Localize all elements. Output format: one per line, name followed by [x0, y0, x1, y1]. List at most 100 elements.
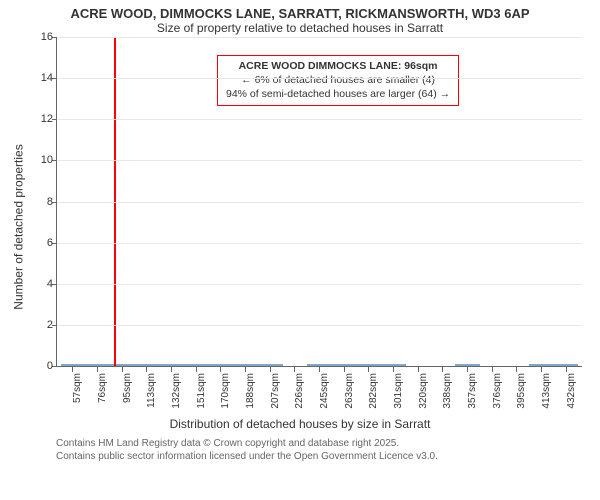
xtick-label: 395sqm — [516, 373, 527, 409]
histogram-bar — [381, 364, 406, 366]
xtick-mark — [541, 367, 542, 372]
histogram-bar — [184, 364, 209, 366]
xtick-mark — [442, 367, 443, 372]
bar-slot — [86, 364, 111, 366]
bar-slot — [455, 364, 480, 366]
histogram-bar — [233, 364, 258, 366]
xtick-mark — [492, 367, 493, 372]
xtick-label: 57sqm — [72, 373, 83, 403]
xtick-mark — [245, 367, 246, 372]
legend-line-larger: 94% of semi-detached houses are larger (… — [226, 87, 450, 101]
xtick-label: 413sqm — [541, 373, 552, 409]
xtick-label: 282sqm — [368, 373, 379, 409]
bar-slot — [258, 364, 283, 366]
bar-slot — [357, 364, 382, 366]
histogram-bar — [307, 364, 332, 366]
xtick-mark — [566, 367, 567, 372]
grid-line — [57, 243, 582, 244]
xtick-mark — [97, 367, 98, 372]
histogram-bar — [529, 364, 554, 366]
histogram-bar — [209, 364, 234, 366]
xtick-row: 57sqm 76sqm 95sqm 113sqm 132sqm 151sqm 170sqm 1… — [56, 367, 582, 417]
xtick-label: 188sqm — [245, 373, 256, 409]
ytick-label: 4 — [31, 278, 53, 290]
chart-title-line1: ACRE WOOD, DIMMOCKS LANE, SARRATT, RICKM… — [10, 6, 590, 21]
xtick-label: 132sqm — [171, 373, 182, 409]
ytick-label: 2 — [31, 319, 53, 331]
grid-line — [57, 78, 582, 79]
ytick-label: 6 — [31, 237, 53, 249]
bar-slot — [307, 364, 332, 366]
xtick-label: 376sqm — [492, 373, 503, 409]
xtick-mark — [393, 367, 394, 372]
legend-line-smaller: ← 6% of detached houses are smaller (4) — [226, 73, 450, 87]
bar-slot — [529, 364, 554, 366]
histogram-bar — [160, 364, 185, 366]
xtick-mark — [146, 367, 147, 372]
bar-slot — [554, 364, 579, 366]
xtick-mark — [72, 367, 73, 372]
histogram-bar — [86, 364, 111, 366]
xtick-mark — [270, 367, 271, 372]
credits-line1: Contains HM Land Registry data © Crown c… — [56, 437, 590, 450]
xtick-label: 113sqm — [146, 373, 157, 408]
xtick-mark — [516, 367, 517, 372]
yaxis-label: Number of detached properties — [12, 144, 26, 309]
xtick-label: 170sqm — [220, 373, 231, 409]
xtick-label: 226sqm — [294, 373, 305, 409]
histogram-bar — [61, 364, 86, 366]
ytick-label: 12 — [31, 113, 53, 125]
bar-slot — [184, 364, 209, 366]
xtick-mark — [122, 367, 123, 372]
chart-row: Number of detached properties ACRE WOOD … — [10, 37, 590, 417]
xtick-mark — [196, 367, 197, 372]
plot-col: ACRE WOOD DIMMOCKS LANE: 96sqm ← 6% of d… — [28, 37, 590, 417]
grid-line — [57, 37, 582, 38]
histogram-bar — [455, 364, 480, 366]
xaxis-label: Distribution of detached houses by size … — [10, 417, 590, 431]
histogram-bar — [332, 364, 357, 366]
chart-titles: ACRE WOOD, DIMMOCKS LANE, SARRATT, RICKM… — [10, 6, 590, 35]
bar-slot — [233, 364, 258, 366]
chart-container: ACRE WOOD, DIMMOCKS LANE, SARRATT, RICKM… — [0, 0, 600, 500]
xtick-label: 357sqm — [467, 373, 478, 409]
credits-block: Contains HM Land Registry data © Crown c… — [56, 437, 590, 463]
legend-box: ACRE WOOD DIMMOCKS LANE: 96sqm ← 6% of d… — [217, 55, 459, 106]
xtick-mark — [319, 367, 320, 372]
xtick-label: 338sqm — [442, 373, 453, 409]
grid-line — [57, 160, 582, 161]
plot-area: ACRE WOOD DIMMOCKS LANE: 96sqm ← 6% of d… — [56, 37, 582, 367]
grid-line — [57, 119, 582, 120]
grid-line — [57, 325, 582, 326]
ytick-label: 0 — [31, 360, 53, 372]
bar-slot — [381, 364, 406, 366]
xtick-label: 95sqm — [122, 373, 133, 403]
xtick-mark — [220, 367, 221, 372]
ytick-label: 14 — [31, 72, 53, 84]
xtick-mark — [171, 367, 172, 372]
xtick-mark — [418, 367, 419, 372]
xtick-label: 301sqm — [393, 373, 404, 409]
ytick-label: 8 — [31, 196, 53, 208]
bar-slot — [332, 364, 357, 366]
yaxis-label-col: Number of detached properties — [10, 37, 28, 417]
bar-slot — [135, 364, 160, 366]
xtick-label: 263sqm — [344, 373, 355, 409]
xtick-mark — [294, 367, 295, 372]
xtick-mark — [368, 367, 369, 372]
xtick-label: 76sqm — [97, 373, 108, 403]
histogram-bar — [357, 364, 382, 366]
histogram-bar — [258, 364, 283, 366]
ytick-label: 16 — [31, 31, 53, 43]
xtick-mark — [344, 367, 345, 372]
bar-slot — [209, 364, 234, 366]
xtick-label: 320sqm — [418, 373, 429, 409]
histogram-bar — [135, 364, 160, 366]
histogram-bar — [554, 364, 579, 366]
bar-slot — [61, 364, 86, 366]
xtick-label: 432sqm — [566, 373, 577, 409]
chart-title-line2: Size of property relative to detached ho… — [10, 21, 590, 35]
xtick-label: 245sqm — [319, 373, 330, 409]
xtick-label: 151sqm — [196, 373, 207, 409]
ytick-label: 10 — [31, 154, 53, 166]
